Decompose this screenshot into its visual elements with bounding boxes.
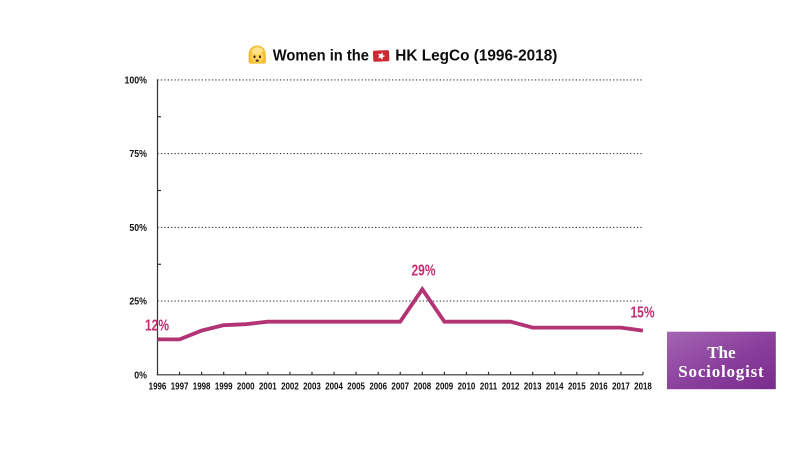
svg-text:0%: 0% (134, 369, 147, 381)
svg-text:Sociologist: Sociologist (678, 362, 764, 381)
svg-text:25%: 25% (129, 295, 147, 307)
svg-text:100%: 100% (125, 74, 148, 86)
svg-text:2008: 2008 (413, 381, 431, 392)
svg-text:2005: 2005 (347, 381, 365, 392)
svg-text:2015: 2015 (568, 381, 586, 392)
svg-text:2010: 2010 (458, 381, 476, 392)
svg-text:15%: 15% (631, 303, 655, 321)
svg-text:2017: 2017 (612, 381, 630, 392)
svg-text:2016: 2016 (590, 381, 608, 392)
svg-text:2007: 2007 (391, 381, 409, 392)
svg-text:2000: 2000 (237, 381, 255, 392)
svg-text:75%: 75% (129, 148, 147, 160)
svg-text:2004: 2004 (325, 381, 343, 392)
svg-text:1999: 1999 (215, 381, 233, 392)
svg-text:2009: 2009 (436, 381, 454, 392)
svg-text:2012: 2012 (502, 381, 520, 392)
svg-text:1998: 1998 (193, 381, 211, 392)
svg-text:50%: 50% (129, 221, 147, 233)
svg-text:Women in the: Women in the (273, 47, 370, 65)
svg-text:2014: 2014 (546, 381, 564, 392)
svg-text:2018: 2018 (634, 381, 652, 392)
svg-text:2006: 2006 (369, 381, 387, 392)
svg-text:2013: 2013 (524, 381, 542, 392)
svg-text:2002: 2002 (281, 381, 299, 392)
svg-text:2001: 2001 (259, 381, 277, 392)
svg-text:The: The (707, 343, 736, 362)
svg-text:1996: 1996 (149, 381, 167, 392)
svg-text:2003: 2003 (303, 381, 321, 392)
svg-text:29%: 29% (412, 261, 436, 279)
svg-text:1997: 1997 (171, 381, 189, 392)
svg-text:12%: 12% (145, 316, 169, 334)
svg-text:HK LegCo (1996-2018): HK LegCo (1996-2018) (395, 47, 557, 64)
svg-text:2011: 2011 (480, 381, 497, 392)
